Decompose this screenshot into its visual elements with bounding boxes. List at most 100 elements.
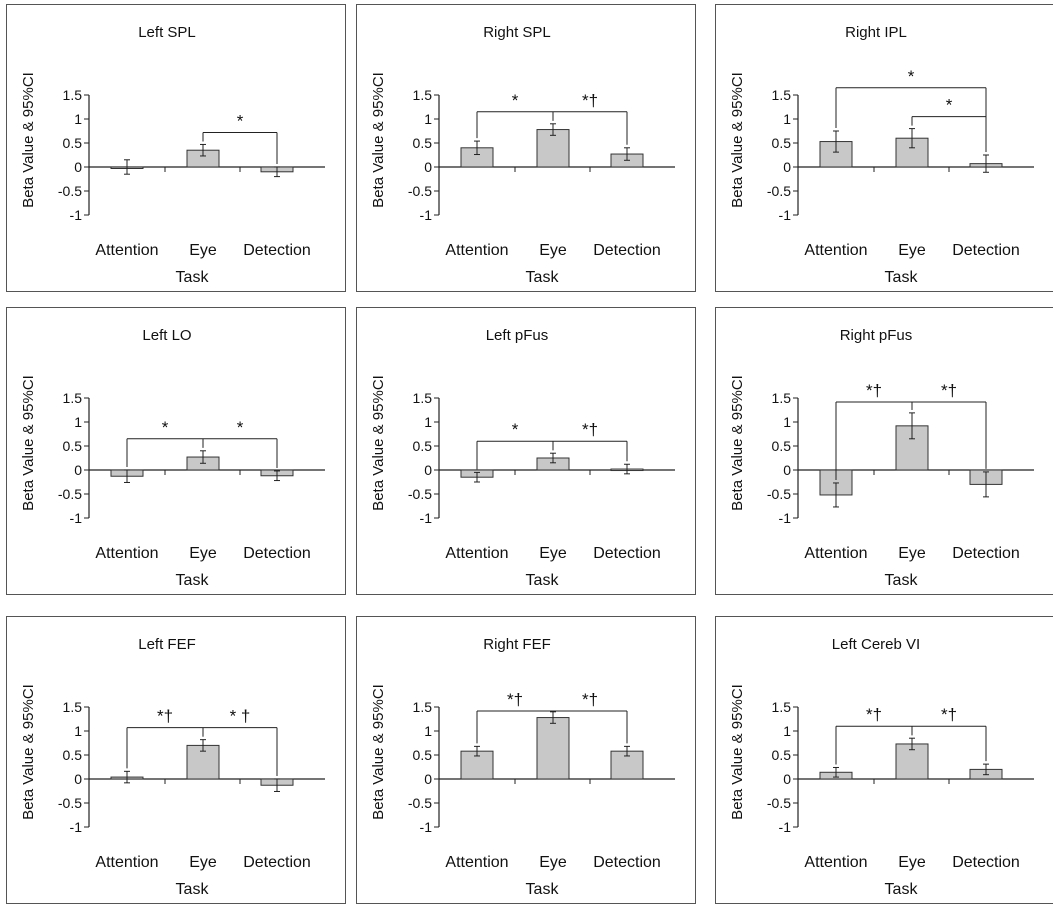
y-tick-label: 1 xyxy=(424,414,432,430)
chart-title: Left pFus xyxy=(486,327,549,344)
x-axis-label: Task xyxy=(885,572,919,589)
y-tick-label: 0 xyxy=(424,462,432,478)
y-tick-label: 0.5 xyxy=(772,747,792,763)
significance-label: *† xyxy=(866,705,882,724)
y-tick-label: 0 xyxy=(74,771,82,787)
y-tick-label: 0 xyxy=(783,771,791,787)
chart-svg: Right FEF Beta Value & 95%CI 1.5 1 0.5 0 -0.5 -… xyxy=(370,636,675,898)
x-axis-label: Task xyxy=(176,881,210,898)
chart-panel-8: Right FEF Beta Value & 95%CI 1.5 1 0.5 0 -0.5 -… xyxy=(356,616,696,904)
y-tick-label: 1.5 xyxy=(772,87,792,103)
y-axis-label: Beta Value & 95%CI xyxy=(729,684,746,820)
chart-svg: Left pFus Beta Value & 95%CI 1.5 1 0.5 0 -0.5 -… xyxy=(370,327,675,589)
error-bar xyxy=(124,770,130,784)
error-bar xyxy=(833,482,839,508)
significance-bracket: *† xyxy=(552,420,628,462)
y-tick-label: -1 xyxy=(70,510,83,526)
significance-bracket: *† xyxy=(911,381,987,469)
chart-title: Left LO xyxy=(142,327,191,344)
significance-bracket: *† xyxy=(552,690,628,744)
chart-svg: Left Cereb VI Beta Value & 95%CI 1.5 1 0.5 0 -… xyxy=(729,636,1034,898)
error-bar xyxy=(833,130,839,153)
y-tick-label: -1 xyxy=(420,510,433,526)
y-tick-label: -0.5 xyxy=(58,183,82,199)
significance-bracket: *† xyxy=(552,91,628,145)
y-tick-label: -0.5 xyxy=(58,486,82,502)
y-tick-label: 0 xyxy=(74,462,82,478)
y-tick-label: -0.5 xyxy=(408,183,432,199)
error-bar xyxy=(274,778,280,792)
chart-panel-3: Right IPL Beta Value & 95%CI 1.5 1 0.5 0 -0.5 -… xyxy=(715,4,1053,292)
error-bar xyxy=(983,154,989,173)
y-tick-label: -1 xyxy=(420,819,433,835)
significance-bracket: * † xyxy=(202,707,278,776)
significance-bracket: * xyxy=(202,111,278,164)
category-label: Detection xyxy=(593,545,661,562)
error-bar xyxy=(624,147,630,161)
chart-svg: Left SPL Beta Value & 95%CI 1.5 1 0.5 0 -0.5 -1… xyxy=(20,24,325,286)
y-tick-label: 0.5 xyxy=(413,135,433,151)
category-label: Eye xyxy=(898,854,926,871)
chart-panel-2: Right SPL Beta Value & 95%CI 1.5 1 0.5 0 -0.5 -… xyxy=(356,4,696,292)
y-tick-label: -0.5 xyxy=(767,183,791,199)
error-bar xyxy=(474,471,480,483)
error-bar xyxy=(124,469,130,483)
category-label: Detection xyxy=(593,242,661,259)
error-bar xyxy=(124,159,130,175)
category-label: Attention xyxy=(445,242,508,259)
error-bar xyxy=(983,471,989,498)
significance-label: *† xyxy=(507,690,523,709)
y-tick-label: -0.5 xyxy=(767,795,791,811)
error-bar xyxy=(983,763,989,776)
chart-svg: Right SPL Beta Value & 95%CI 1.5 1 0.5 0 -0.5 -… xyxy=(370,24,675,286)
category-label: Eye xyxy=(539,545,567,562)
chart-title: Right pFus xyxy=(840,327,913,344)
y-tick-label: 1.5 xyxy=(413,699,433,715)
y-tick-label: 1.5 xyxy=(63,699,83,715)
significance-bracket: * xyxy=(202,418,278,468)
category-label: Detection xyxy=(243,854,311,871)
significance-bracket: *† xyxy=(835,705,913,765)
significance-bracket: *† xyxy=(476,690,554,744)
error-bar xyxy=(274,166,280,178)
category-label: Eye xyxy=(898,242,926,259)
y-tick-label: 0.5 xyxy=(772,438,792,454)
category-label: Attention xyxy=(445,545,508,562)
x-axis-label: Task xyxy=(885,269,919,286)
significance-bracket: *† xyxy=(911,705,987,762)
category-label: Attention xyxy=(804,545,867,562)
category-label: Detection xyxy=(243,242,311,259)
significance-label: * † xyxy=(230,707,251,726)
x-axis-label: Task xyxy=(176,572,210,589)
y-tick-label: 1 xyxy=(74,723,82,739)
category-label: Eye xyxy=(189,545,217,562)
category-label: Eye xyxy=(189,242,217,259)
y-tick-label: 1 xyxy=(783,723,791,739)
y-tick-label: 1 xyxy=(783,111,791,127)
y-tick-label: 0.5 xyxy=(413,747,433,763)
category-label: Detection xyxy=(243,545,311,562)
y-axis-label: Beta Value & 95%CI xyxy=(729,72,746,208)
y-tick-label: 1 xyxy=(424,723,432,739)
y-tick-label: 0.5 xyxy=(413,438,433,454)
chart-svg: Right pFus Beta Value & 95%CI 1.5 1 0.5 0 -0.5… xyxy=(729,327,1034,589)
y-tick-label: 1 xyxy=(783,414,791,430)
significance-label: *† xyxy=(866,381,882,400)
category-label: Eye xyxy=(539,854,567,871)
y-tick-label: 1.5 xyxy=(772,390,792,406)
chart-panel-5: Left pFus Beta Value & 95%CI 1.5 1 0.5 0 -0.5 -… xyxy=(356,307,696,595)
error-bar xyxy=(274,470,280,482)
category-label: Eye xyxy=(898,545,926,562)
x-axis-label: Task xyxy=(176,269,210,286)
chart-svg: Left LO Beta Value & 95%CI 1.5 1 0.5 0 -0.5 -1 A… xyxy=(20,327,325,589)
chart-panel-7: Left FEF Beta Value & 95%CI 1.5 1 0.5 0 -0.5 -1… xyxy=(6,616,346,904)
x-axis-label: Task xyxy=(526,881,560,898)
y-tick-label: -1 xyxy=(420,207,433,223)
significance-label: * xyxy=(237,418,244,437)
y-tick-label: 0 xyxy=(783,159,791,175)
y-tick-label: -1 xyxy=(779,207,792,223)
category-label: Detection xyxy=(952,545,1020,562)
y-tick-label: 0 xyxy=(424,159,432,175)
x-axis-label: Task xyxy=(526,572,560,589)
error-bar xyxy=(200,739,206,752)
